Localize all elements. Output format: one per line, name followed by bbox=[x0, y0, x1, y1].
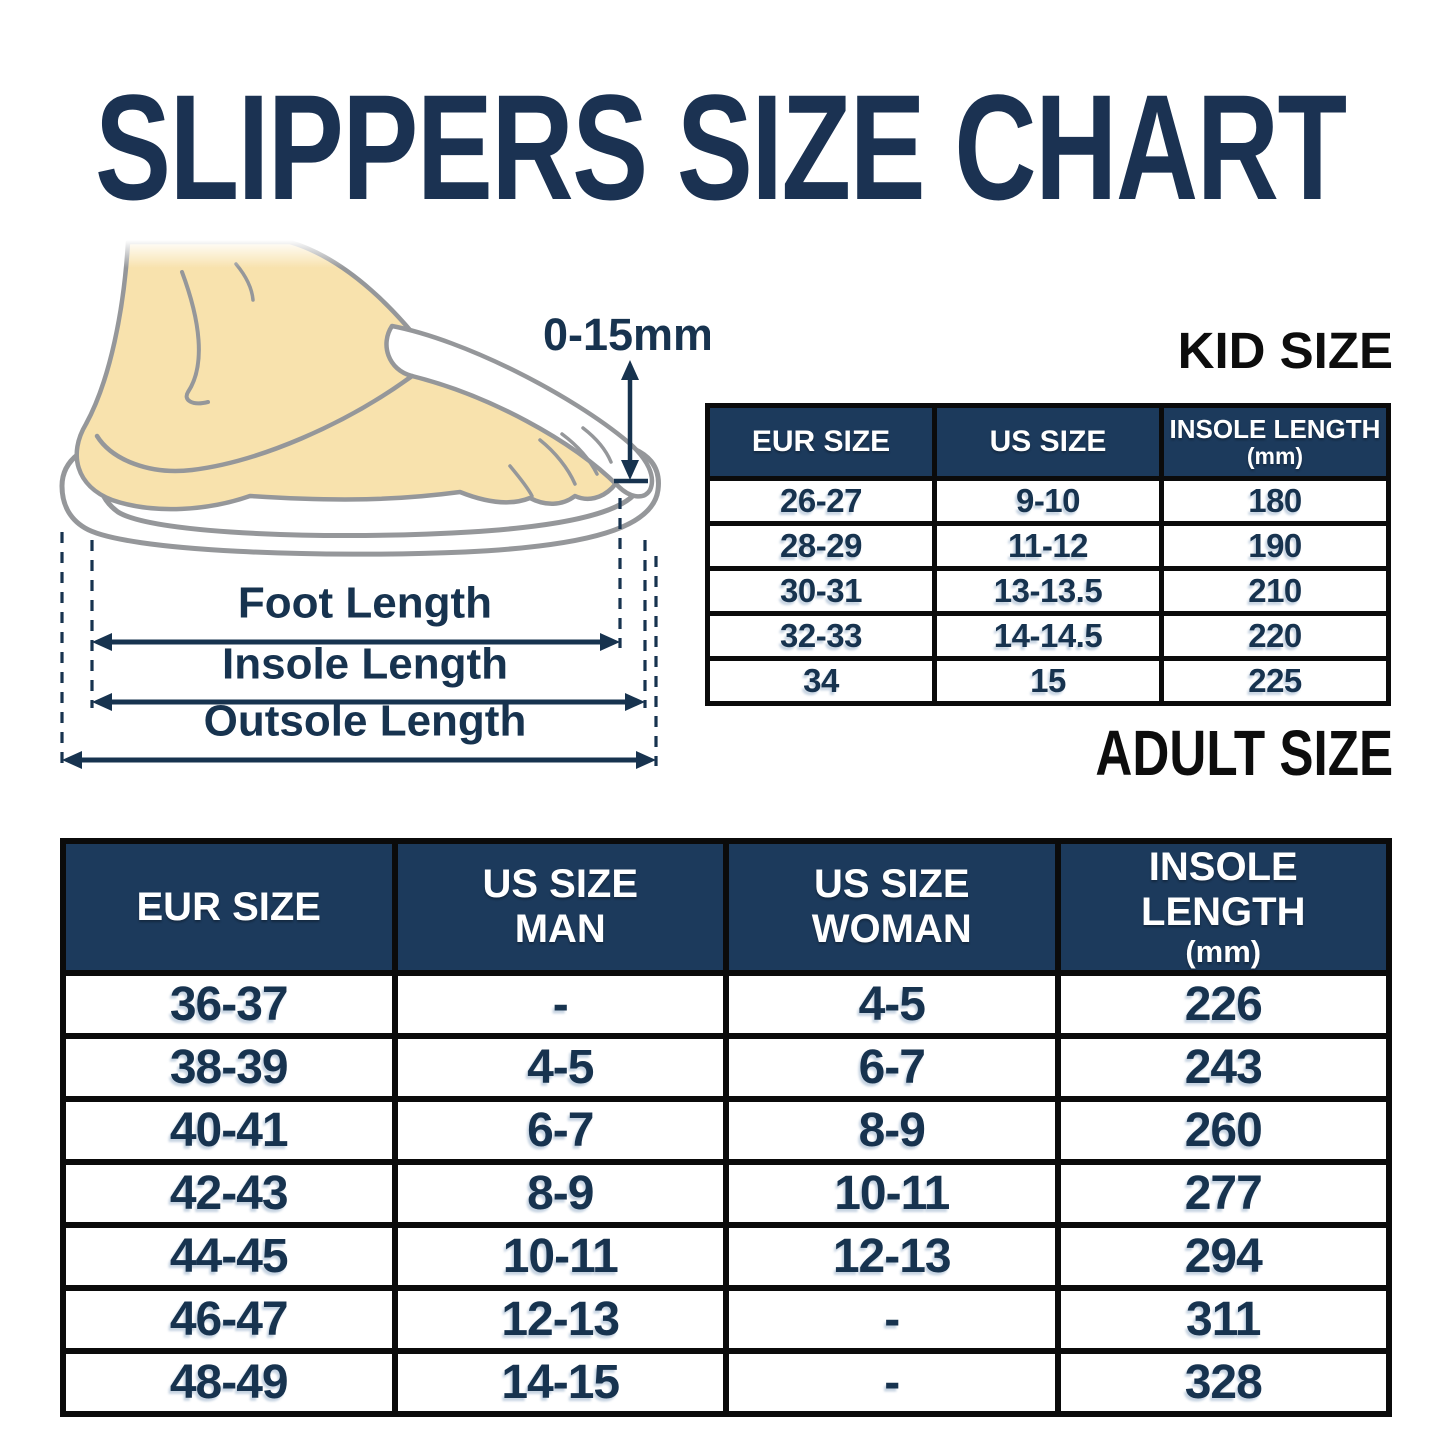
column-header: US SIZE WOMAN bbox=[723, 837, 1061, 977]
gap-arrow bbox=[614, 360, 648, 484]
table-cell: 220 bbox=[1159, 611, 1391, 661]
column-header-line: INSOLE LENGTH bbox=[1141, 845, 1306, 934]
table-cell: 32-33 bbox=[705, 611, 937, 661]
table-cell: 44-45 bbox=[60, 1222, 398, 1292]
table-cell: 210 bbox=[1159, 566, 1391, 616]
table-cell: 12-13 bbox=[391, 1285, 729, 1355]
table-cell: 4-5 bbox=[723, 970, 1061, 1040]
table-cell: 277 bbox=[1054, 1159, 1392, 1229]
table-cell: 260 bbox=[1054, 1096, 1392, 1166]
leg-fade bbox=[100, 240, 400, 268]
table-cell: 6-7 bbox=[723, 1033, 1061, 1103]
kid-table-header-row: EUR SIZE US SIZE INSOLE LENGTH (mm) bbox=[705, 403, 1391, 481]
column-header-line: US SIZE bbox=[482, 862, 639, 907]
ankle-line bbox=[180, 270, 210, 406]
table-cell: 42-43 bbox=[60, 1159, 398, 1229]
table-cell: 34 bbox=[705, 656, 937, 706]
table-row: 42-43 8-9 10-11 277 bbox=[60, 1159, 1392, 1229]
outsole-length-arrow bbox=[62, 751, 656, 769]
table-cell: 4-5 bbox=[391, 1033, 729, 1103]
column-header-line: (mm) bbox=[1185, 933, 1262, 969]
column-header: EUR SIZE bbox=[705, 403, 937, 481]
kid-size-table: EUR SIZE US SIZE INSOLE LENGTH (mm) 26-27 9-… bbox=[705, 403, 1391, 706]
dashed-guides bbox=[60, 498, 658, 766]
table-cell: 243 bbox=[1054, 1033, 1392, 1103]
table-cell: 48-49 bbox=[60, 1348, 398, 1418]
column-header-line: US SIZE bbox=[813, 862, 970, 907]
table-row: 30-31 13-13.5 210 bbox=[705, 566, 1391, 616]
column-header: INSOLE LENGTH (mm) bbox=[1159, 403, 1391, 481]
table-cell: 28-29 bbox=[705, 521, 937, 571]
table-cell: 40-41 bbox=[60, 1096, 398, 1166]
table-row: 36-37-4-5 226 bbox=[60, 970, 1392, 1040]
kid-size-heading: KID SIZE bbox=[1177, 322, 1393, 379]
column-header-line: EUR SIZE bbox=[136, 884, 321, 929]
table-cell: 46-47 bbox=[60, 1285, 398, 1355]
table-cell: 10-11 bbox=[723, 1159, 1061, 1229]
foot-length-arrow bbox=[92, 633, 620, 651]
column-header: EUR SIZE bbox=[60, 837, 398, 977]
column-header: INSOLE LENGTH (mm) bbox=[1054, 837, 1392, 977]
table-cell: - bbox=[723, 1348, 1061, 1418]
table-row: 32-33 14-14.5 220 bbox=[705, 611, 1391, 661]
table-row: 28-29 11-12 190 bbox=[705, 521, 1391, 571]
column-header: US SIZE MAN bbox=[391, 837, 729, 977]
table-cell: 8-9 bbox=[723, 1096, 1061, 1166]
column-header-line: MAN bbox=[514, 907, 606, 952]
column-header-line: US SIZE bbox=[989, 425, 1107, 459]
table-cell: 226 bbox=[1054, 970, 1392, 1040]
table-cell: 14-14.5 bbox=[932, 611, 1164, 661]
table-cell: 38-39 bbox=[60, 1033, 398, 1103]
adult-table-header-row: EUR SIZE US SIZE MAN US SIZE WOMAN INSOLE LEN… bbox=[60, 837, 1392, 977]
table-cell: 6-7 bbox=[391, 1096, 729, 1166]
table-row: 26-27 9-10 180 bbox=[705, 476, 1391, 526]
table-cell: - bbox=[723, 1285, 1061, 1355]
column-header-line: WOMAN bbox=[811, 907, 972, 952]
table-cell: 15 bbox=[932, 656, 1164, 706]
table-cell: 14-15 bbox=[391, 1348, 729, 1418]
table-cell: 190 bbox=[1159, 521, 1391, 571]
page-title: SLIPPERS SIZE CHART bbox=[95, 63, 1347, 231]
table-row: 34 15 225 bbox=[705, 656, 1391, 706]
table-cell: 180 bbox=[1159, 476, 1391, 526]
table-cell: 294 bbox=[1054, 1222, 1392, 1292]
insole-length-label: Insole Length bbox=[222, 640, 508, 689]
table-cell: 225 bbox=[1159, 656, 1391, 706]
insole-length-arrow bbox=[92, 693, 645, 711]
outsole-length-label: Outsole Length bbox=[204, 697, 527, 746]
table-cell: 11-12 bbox=[932, 521, 1164, 571]
table-row: 46-47 12-13-311 bbox=[60, 1285, 1392, 1355]
table-cell: 8-9 bbox=[391, 1159, 729, 1229]
table-cell: 26-27 bbox=[705, 476, 937, 526]
table-row: 40-41 6-7 8-9 260 bbox=[60, 1096, 1392, 1166]
table-cell: 13-13.5 bbox=[932, 566, 1164, 616]
foot-length-label: Foot Length bbox=[238, 579, 492, 628]
column-header-line: INSOLE LENGTH bbox=[1169, 413, 1381, 444]
gap-label: 0-15mm bbox=[543, 309, 710, 360]
table-cell: 30-31 bbox=[705, 566, 937, 616]
table-cell: 12-13 bbox=[723, 1222, 1061, 1292]
table-row: 44-45 10-11 12-13 294 bbox=[60, 1222, 1392, 1292]
table-cell: 10-11 bbox=[391, 1222, 729, 1292]
toe-lines bbox=[508, 426, 613, 498]
column-header-line: EUR SIZE bbox=[751, 425, 891, 459]
table-row: 48-49 14-15-328 bbox=[60, 1348, 1392, 1418]
footbed-line bbox=[94, 373, 415, 474]
table-cell: 9-10 bbox=[932, 476, 1164, 526]
adult-size-heading: ADULT SIZE bbox=[1095, 717, 1393, 789]
foot-measurement-diagram: 0-15mm Foot Length Insole Length bbox=[59, 240, 710, 769]
table-cell: 311 bbox=[1054, 1285, 1392, 1355]
column-header: US SIZE bbox=[932, 403, 1164, 481]
adult-size-table: EUR SIZE US SIZE MAN US SIZE WOMAN INSOLE LEN… bbox=[60, 837, 1392, 1418]
table-cell: - bbox=[391, 970, 729, 1040]
table-row: 38-39 4-5 6-7 243 bbox=[60, 1033, 1392, 1103]
table-cell: 328 bbox=[1054, 1348, 1392, 1418]
table-cell: 36-37 bbox=[60, 970, 398, 1040]
column-header-line: (mm) bbox=[1246, 442, 1304, 469]
